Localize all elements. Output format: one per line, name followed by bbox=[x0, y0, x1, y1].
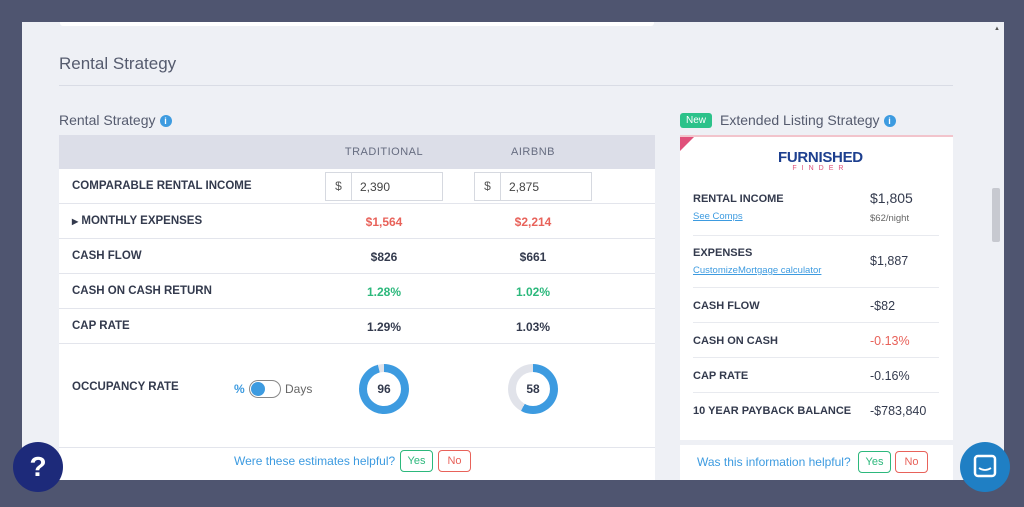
days-label: Days bbox=[285, 382, 313, 396]
rental-income-value: $1,805 bbox=[870, 190, 913, 206]
airbnb-rent-input[interactable] bbox=[501, 173, 591, 200]
chat-button[interactable] bbox=[960, 442, 1010, 492]
airbnb-value: $661 bbox=[519, 250, 547, 264]
modal-title: Rental Strategy bbox=[59, 54, 177, 73]
traditional-value: $826 bbox=[370, 250, 398, 264]
expenses-row: EXPENSES Customize Mortgage calculator $… bbox=[693, 236, 939, 288]
traditional-value: 1.29% bbox=[366, 320, 402, 334]
rental-income-row: RENTAL INCOME See Comps $1,805 $62/night bbox=[693, 185, 939, 236]
table-row: CASH FLOW $826 $661 bbox=[59, 239, 655, 274]
row-value: -$82 bbox=[870, 299, 896, 313]
heading-text: Rental Strategy bbox=[59, 112, 156, 128]
row-label: CASH FLOW bbox=[693, 300, 760, 312]
currency-symbol: $ bbox=[326, 173, 352, 200]
table-row: CASH ON CASH RETURN 1.28% 1.02% bbox=[59, 274, 655, 309]
scroll-up-icon[interactable]: ▲ bbox=[994, 26, 1000, 32]
row-label: CAP RATE bbox=[72, 320, 130, 332]
info-icon[interactable]: i bbox=[159, 115, 172, 127]
currency-symbol: $ bbox=[475, 173, 501, 200]
logo-top: FURNISHED bbox=[778, 149, 863, 166]
per-night-value: $62/night bbox=[870, 213, 910, 224]
table-row: CASH ON CASH -0.13% bbox=[693, 323, 939, 358]
see-comps-link[interactable]: See Comps bbox=[693, 211, 743, 222]
feedback-question: Was this information helpful? bbox=[697, 455, 851, 469]
airbnb-value: 1.03% bbox=[515, 320, 551, 334]
right-feedback: Was this information helpful? Yes No bbox=[680, 445, 953, 480]
table-row: CASH FLOW -$82 bbox=[693, 288, 939, 323]
no-button[interactable]: No bbox=[895, 451, 928, 473]
row-value: -0.16% bbox=[870, 369, 910, 383]
heading-text: Extended Listing Strategy bbox=[720, 112, 880, 128]
traditional-value: 1.28% bbox=[366, 285, 402, 299]
help-button[interactable]: ? bbox=[13, 442, 63, 492]
row-value: -$783,840 bbox=[870, 404, 927, 418]
rental-strategy-heading: Rental Strategy i bbox=[59, 112, 172, 128]
customize-link[interactable]: Customize bbox=[693, 265, 738, 276]
table-row: 10 YEAR PAYBACK BALANCE -$783,840 bbox=[693, 393, 939, 428]
no-button[interactable]: No bbox=[438, 450, 471, 472]
scrollbar-thumb[interactable] bbox=[992, 188, 1000, 242]
row-label: CASH ON CASH RETURN bbox=[72, 285, 212, 297]
row-label: OCCUPANCY RATE bbox=[72, 381, 179, 393]
caret-right-icon: ▶ bbox=[72, 217, 79, 226]
row-label: COMPARABLE RENTAL INCOME bbox=[72, 180, 252, 192]
monthly-expenses-row[interactable]: ▶ MONTHLY EXPENSES $1,564 $2,214 bbox=[59, 204, 655, 239]
table-row: COMPARABLE RENTAL INCOME $ $ bbox=[59, 169, 655, 204]
modal-top-edge bbox=[60, 22, 654, 26]
rental-strategy-modal: Rental Strategy Rental Strategy i TRADITI… bbox=[22, 22, 1004, 480]
row-label: CASH ON CASH bbox=[693, 335, 778, 347]
left-feedback: Were these estimates helpful? Yes No bbox=[59, 447, 655, 480]
traditional-rent-input[interactable] bbox=[352, 173, 442, 200]
row-label: 10 YEAR PAYBACK BALANCE bbox=[693, 405, 852, 417]
yes-button[interactable]: Yes bbox=[400, 450, 433, 472]
occupancy-row: OCCUPANCY RATE % Days 96 58 bbox=[59, 344, 655, 434]
row-label: MONTHLY EXPENSES bbox=[81, 215, 203, 227]
percent-label: % bbox=[234, 382, 245, 396]
logo-bottom: FINDER bbox=[792, 165, 849, 172]
row-label: EXPENSES bbox=[693, 247, 753, 259]
chat-icon bbox=[973, 454, 997, 478]
expand-toggle[interactable]: ▶ MONTHLY EXPENSES bbox=[72, 215, 202, 227]
table-row: CAP RATE 1.29% 1.03% bbox=[59, 309, 655, 344]
traditional-value: $1,564 bbox=[365, 215, 403, 229]
new-badge: New bbox=[680, 113, 713, 128]
furnished-finder-logo: FURNISHED FINDER bbox=[778, 149, 863, 172]
column-airbnb: AIRBNB bbox=[511, 146, 555, 158]
percent-days-toggle[interactable] bbox=[249, 380, 281, 398]
row-value: -0.13% bbox=[870, 334, 910, 348]
corner-ribbon bbox=[680, 137, 694, 151]
extended-listing-card: FURNISHED FINDER RENTAL INCOME See Comps… bbox=[680, 135, 953, 440]
feedback-question: Were these estimates helpful? bbox=[234, 454, 396, 468]
airbnb-occupancy-input[interactable]: 58 bbox=[516, 372, 550, 406]
divider bbox=[59, 85, 953, 86]
column-traditional: TRADITIONAL bbox=[344, 146, 424, 158]
rental-strategy-card: TRADITIONAL AIRBNB COMPARABLE RENTAL INC… bbox=[59, 135, 655, 447]
extended-listing-heading: Extended Listing Strategy i bbox=[720, 112, 896, 128]
toggle-knob bbox=[251, 382, 265, 396]
airbnb-value: $2,214 bbox=[514, 215, 552, 229]
yes-button[interactable]: Yes bbox=[858, 451, 891, 473]
row-label: RENTAL INCOME bbox=[693, 193, 784, 205]
info-icon[interactable]: i bbox=[883, 115, 896, 127]
expenses-value: $1,887 bbox=[870, 254, 909, 268]
traditional-rent-field[interactable]: $ bbox=[325, 172, 443, 201]
row-label: CASH FLOW bbox=[72, 250, 142, 262]
mortgage-calculator-link[interactable]: Mortgage calculator bbox=[738, 265, 822, 276]
row-label: CAP RATE bbox=[693, 370, 749, 382]
table-row: CAP RATE -0.16% bbox=[693, 358, 939, 393]
airbnb-value: 1.02% bbox=[515, 285, 551, 299]
table-header: TRADITIONAL AIRBNB bbox=[59, 135, 655, 169]
traditional-occupancy-input[interactable]: 96 bbox=[367, 372, 401, 406]
airbnb-rent-field[interactable]: $ bbox=[474, 172, 592, 201]
